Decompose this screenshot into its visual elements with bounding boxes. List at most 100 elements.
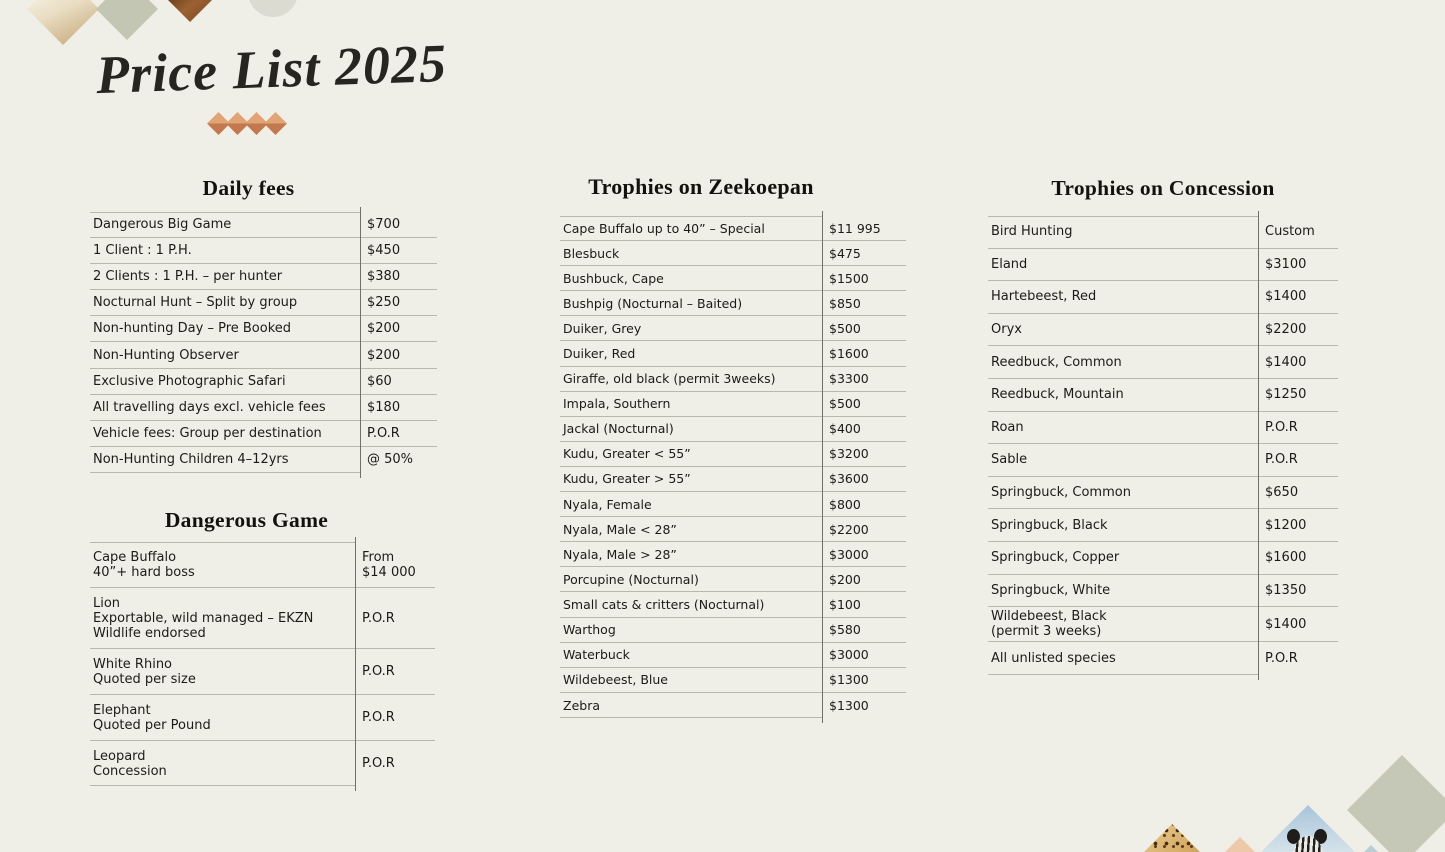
item-label: Bushbuck, Cape xyxy=(563,270,664,286)
table-row: Lion Exportable, wild managed – EKZN Wil… xyxy=(90,588,435,649)
item-price: P.O.R xyxy=(1265,452,1298,468)
item-price: $800 xyxy=(829,496,861,512)
item-price: $100 xyxy=(829,596,861,612)
concession-trophies-table: Trophies on Concession Bird Hunting Custo… xyxy=(988,176,1338,680)
column-divider xyxy=(360,207,361,478)
teal-diamond-small xyxy=(1360,845,1382,852)
table-row: Cape Buffalo 40”+ hard boss From $14 000 xyxy=(90,542,435,588)
item-price: $3000 xyxy=(829,546,869,562)
item-price: $475 xyxy=(829,245,861,261)
item-price: $580 xyxy=(829,622,861,638)
table-row: Waterbuck $3000 xyxy=(560,643,906,668)
item-price: $3300 xyxy=(829,371,869,387)
table-row: Duiker, Red $1600 xyxy=(560,341,906,367)
table-row: Nyala, Female $800 xyxy=(560,492,906,518)
table-row: Vehicle fees: Group per destination P.O.R xyxy=(90,421,437,447)
fur-photo-diamond xyxy=(154,0,226,22)
copper-diamond-icon xyxy=(226,112,249,135)
item-label: All unlisted species xyxy=(991,650,1116,666)
item-label: Kudu, Greater > 55” xyxy=(563,471,691,487)
table-row: Zebra $1300 xyxy=(560,693,906,718)
sage-diamond-large xyxy=(1347,755,1445,852)
dangerous-game-table: Dangerous Game Cape Buffalo 40”+ hard bo… xyxy=(90,508,435,791)
item-price: $3100 xyxy=(1265,256,1307,272)
item-price: $380 xyxy=(367,269,401,285)
peach-diamond xyxy=(1218,837,1262,852)
table-row: Elephant Quoted per Pound P.O.R xyxy=(90,695,435,741)
table-row: Non-Hunting Observer $200 xyxy=(90,342,437,369)
feather-photo-diamond xyxy=(27,0,99,45)
item-price: $500 xyxy=(829,320,861,336)
daily-fees-title: Daily fees xyxy=(202,176,295,200)
table-row: Blesbuck $475 xyxy=(560,241,906,267)
table-row: Bushpig (Nocturnal – Baited) $850 xyxy=(560,291,906,317)
item-price: $1400 xyxy=(1265,616,1307,632)
item-label: Bird Hunting xyxy=(991,224,1073,240)
table-row: All unlisted species P.O.R xyxy=(988,642,1338,675)
table-row: Porcupine (Nocturnal) $200 xyxy=(560,567,906,593)
item-label: Reedbuck, Common xyxy=(991,354,1122,370)
item-price: Custom xyxy=(1265,224,1315,240)
table-row: Nyala, Male < 28” $2200 xyxy=(560,517,906,543)
table-row: Springbuck, Common $650 xyxy=(988,477,1338,510)
item-label: Duiker, Red xyxy=(563,346,636,362)
sage-diamond xyxy=(96,0,158,40)
table-row: 2 Clients : 1 P.H. – per hunter $380 xyxy=(90,264,437,291)
title-accent-diamonds xyxy=(207,112,287,135)
item-price: $180 xyxy=(367,399,401,415)
zeekoepan-trophies-body: Cape Buffalo up to 40” – Special $11 995 B… xyxy=(560,211,906,723)
item-label: White Rhino Quoted per size xyxy=(93,656,196,687)
zeekoepan-trophies-title: Trophies on Zeekoepan xyxy=(588,174,814,199)
item-price: $700 xyxy=(367,217,401,233)
table-row: Reedbuck, Common $1400 xyxy=(988,346,1338,379)
table-row: Bushbuck, Cape $1500 xyxy=(560,266,906,292)
item-label: Wildebeest, Blue xyxy=(563,672,668,688)
item-label: Springbuck, Black xyxy=(991,517,1108,533)
item-label: Cape Buffalo 40”+ hard boss xyxy=(93,549,195,580)
item-label: Nocturnal Hunt – Split by group xyxy=(93,295,298,311)
item-price: $60 xyxy=(367,373,392,389)
item-label: 2 Clients : 1 P.H. – per hunter xyxy=(93,269,283,285)
column-divider xyxy=(822,211,823,723)
page-title: Price List 2025 xyxy=(95,32,448,106)
zebra-ear xyxy=(1314,828,1328,844)
item-price: P.O.R xyxy=(362,756,395,771)
item-price: P.O.R xyxy=(367,425,400,441)
item-label: Warthog xyxy=(563,622,616,638)
item-label: Giraffe, old black (permit 3weeks) xyxy=(563,371,776,387)
zebra-photo-diamond xyxy=(1262,805,1354,852)
table-row: Exclusive Photographic Safari $60 xyxy=(90,369,437,395)
dangerous-game-body: Cape Buffalo 40”+ hard boss From $14 000 L… xyxy=(90,537,435,791)
table-row: Sable P.O.R xyxy=(988,444,1338,477)
stone-circle xyxy=(248,0,298,17)
item-price: $1350 xyxy=(1265,582,1307,598)
item-label: Reedbuck, Mountain xyxy=(991,387,1124,403)
copper-diamond-icon xyxy=(245,112,268,135)
table-row: Oryx $2200 xyxy=(988,314,1338,347)
item-label: Bushpig (Nocturnal – Baited) xyxy=(563,295,743,311)
table-row: Nyala, Male > 28” $3000 xyxy=(560,542,906,568)
item-label: Impala, Southern xyxy=(563,396,671,412)
table-row: Wildebeest, Black (permit 3 weeks) $1400 xyxy=(988,607,1338,643)
table-row: Nocturnal Hunt – Split by group $250 xyxy=(90,290,437,317)
table-row: Giraffe, old black (permit 3weeks) $3300 xyxy=(560,367,906,392)
item-label: 1 Client : 1 P.H. xyxy=(93,243,192,259)
table-row: Jackal (Nocturnal) $400 xyxy=(560,417,906,442)
item-label: Oryx xyxy=(991,322,1022,338)
item-price: $2200 xyxy=(1265,322,1307,338)
item-price: $450 xyxy=(367,243,401,259)
zeekoepan-trophies-table: Trophies on Zeekoepan Cape Buffalo up to… xyxy=(560,174,906,723)
item-label: Nyala, Female xyxy=(563,496,652,512)
table-row: White Rhino Quoted per size P.O.R xyxy=(90,649,435,695)
table-row: Springbuck, White $1350 xyxy=(988,575,1338,608)
item-price: P.O.R xyxy=(362,610,395,626)
daily-fees-body: Dangerous Big Game $700 1 Client : 1 P.H. $… xyxy=(90,207,437,478)
concession-trophies-title: Trophies on Concession xyxy=(1051,176,1275,200)
item-label: Roan xyxy=(991,419,1024,435)
item-price: $1600 xyxy=(829,346,869,362)
leopard-photo-diamond xyxy=(1128,824,1216,852)
item-label: Cape Buffalo up to 40” – Special xyxy=(563,220,765,236)
item-label: Zebra xyxy=(563,697,600,713)
table-row: Dangerous Big Game $700 xyxy=(90,212,437,239)
item-price: $400 xyxy=(829,421,861,437)
